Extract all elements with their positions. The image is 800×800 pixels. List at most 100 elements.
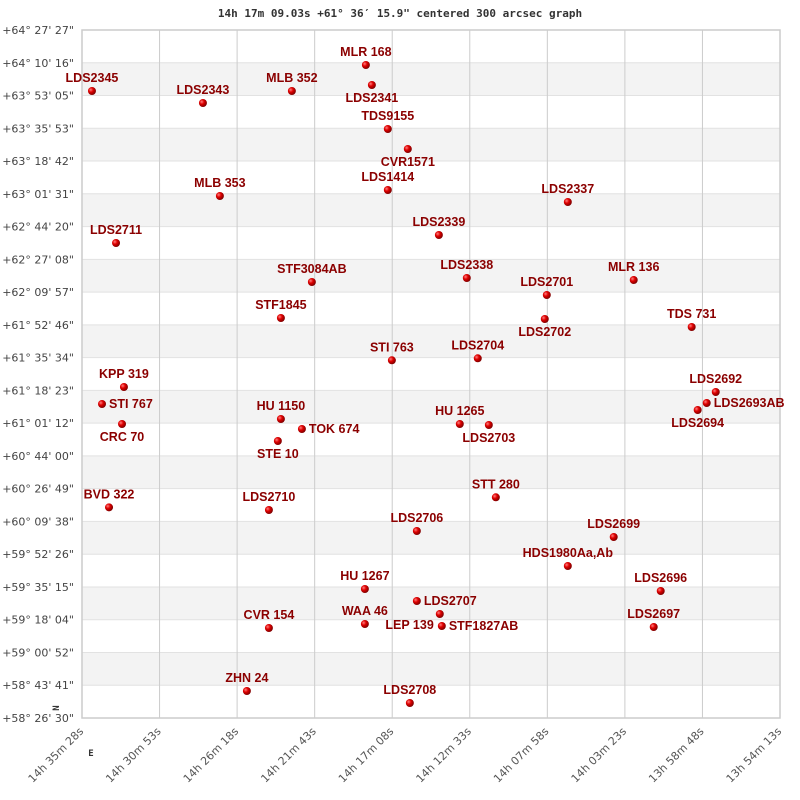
star-label: STI 767: [109, 397, 153, 411]
star-marker[interactable]: [98, 400, 107, 409]
star-label: STF3084AB: [277, 262, 346, 276]
y-tick-label: +59° 52' 26": [2, 548, 74, 561]
star-marker[interactable]: [702, 399, 711, 408]
star-marker[interactable]: [540, 315, 549, 324]
chart-title: 14h 17m 09.03s +61° 36′ 15.9" centered 3…: [218, 7, 582, 20]
star-marker[interactable]: [264, 624, 273, 633]
star-label: LDS2696: [634, 571, 687, 585]
y-tick-label: +58° 26' 30": [2, 712, 74, 725]
star-label: STT 280: [472, 477, 520, 491]
star-marker[interactable]: [563, 562, 572, 571]
star-label: LDS2692: [689, 372, 742, 386]
star-labels: LDS2345 LDS2343 MLB 352 MLR 168 LDS2341 TDS91…: [66, 45, 785, 697]
y-tick-label: +59° 18' 04": [2, 614, 74, 627]
star-label: MLR 168: [340, 45, 391, 59]
star-marker[interactable]: [491, 493, 500, 502]
star-marker[interactable]: [455, 419, 464, 428]
star-label: LDS2711: [90, 223, 142, 237]
star-marker[interactable]: [361, 60, 370, 69]
star-marker[interactable]: [693, 406, 702, 415]
x-tick-label: 13h 58m 48s: [646, 725, 707, 786]
star-marker[interactable]: [119, 383, 128, 392]
star-label: LDS2706: [390, 511, 443, 525]
star-label: BVD 322: [84, 487, 135, 501]
y-tick-label: +62° 09' 57": [2, 286, 74, 299]
x-tick-label: 14h 21m 43s: [258, 725, 319, 786]
star-marker[interactable]: [215, 192, 224, 201]
star-marker[interactable]: [118, 419, 127, 428]
star-marker[interactable]: [383, 125, 392, 134]
background-bands: [82, 62, 780, 686]
star-marker[interactable]: [383, 185, 392, 194]
star-marker[interactable]: [360, 620, 369, 628]
star-marker[interactable]: [105, 503, 114, 512]
band: [82, 62, 780, 96]
star-marker[interactable]: [649, 623, 658, 632]
star-marker[interactable]: [484, 420, 493, 429]
star-marker[interactable]: [563, 198, 572, 207]
star-label: LDS2693AB: [714, 396, 785, 410]
y-tick-label: +59° 00' 52": [2, 646, 74, 659]
star-marker[interactable]: [307, 278, 316, 287]
y-tick-label: +63° 18' 42": [2, 155, 74, 168]
x-tick-label: 14h 07m 58s: [491, 725, 552, 786]
y-tick-label: +61° 01' 12": [2, 417, 74, 430]
star-marker[interactable]: [87, 87, 96, 96]
y-tick-label: +62° 27' 08": [2, 253, 74, 266]
y-tick-label: +63° 53' 05": [2, 90, 74, 103]
star-marker[interactable]: [435, 610, 444, 619]
y-tick-label: +61° 52' 46": [2, 319, 74, 332]
star-label: LDS2337: [541, 182, 594, 196]
star-marker[interactable]: [387, 356, 396, 365]
y-tick-label: +61° 18' 23": [2, 384, 74, 397]
star-marker[interactable]: [242, 687, 251, 696]
star-marker[interactable]: [403, 144, 412, 153]
star-label: LDS2345: [66, 71, 119, 85]
star-marker[interactable]: [434, 230, 443, 239]
star-label: LDS2699: [587, 517, 640, 531]
star-marker[interactable]: [687, 323, 696, 332]
star-marker[interactable]: [542, 291, 551, 300]
x-tick-label: 14h 26m 18s: [181, 725, 242, 786]
star-marker[interactable]: [656, 587, 665, 596]
star-marker[interactable]: [437, 622, 446, 631]
star-label: LDS2707: [424, 594, 477, 608]
star-marker[interactable]: [609, 533, 618, 542]
star-marker[interactable]: [412, 527, 421, 536]
star-label: LDS2710: [243, 490, 296, 504]
star-label: CRC 70: [100, 430, 145, 444]
x-tick-label: 14h 30m 53s: [103, 725, 164, 786]
star-marker[interactable]: [273, 437, 282, 446]
east-indicator: E: [88, 749, 93, 759]
star-marker[interactable]: [112, 239, 121, 248]
grid: [81, 29, 781, 719]
star-label: HU 1150: [257, 399, 306, 413]
star-label: MLR 136: [608, 260, 659, 274]
y-tick-label: +60° 44' 00": [2, 450, 74, 463]
star-marker[interactable]: [473, 354, 482, 363]
star-marker[interactable]: [711, 387, 720, 396]
star-label: LDS2704: [451, 338, 504, 352]
star-label: LDS2343: [177, 83, 230, 97]
band: [82, 390, 780, 424]
star-marker[interactable]: [287, 87, 296, 96]
star-marker[interactable]: [276, 314, 285, 323]
star-label: LDS2338: [440, 258, 493, 272]
star-marker[interactable]: [198, 98, 207, 107]
star-marker[interactable]: [367, 80, 376, 89]
star-marker[interactable]: [462, 274, 471, 283]
star-marker[interactable]: [360, 585, 369, 594]
star-marker[interactable]: [297, 425, 306, 434]
y-tick-label: +60° 26' 49": [2, 483, 74, 496]
star-marker[interactable]: [276, 415, 285, 424]
star-marker[interactable]: [629, 276, 638, 285]
star-label: LDS2697: [627, 607, 680, 621]
band: [82, 128, 780, 162]
star-marker[interactable]: [264, 506, 273, 515]
star-label: STF1827AB: [449, 619, 518, 633]
star-label: TOK 674: [309, 422, 360, 436]
points: [87, 60, 720, 708]
star-marker[interactable]: [412, 597, 421, 606]
band: [82, 455, 780, 489]
star-marker[interactable]: [405, 699, 414, 708]
